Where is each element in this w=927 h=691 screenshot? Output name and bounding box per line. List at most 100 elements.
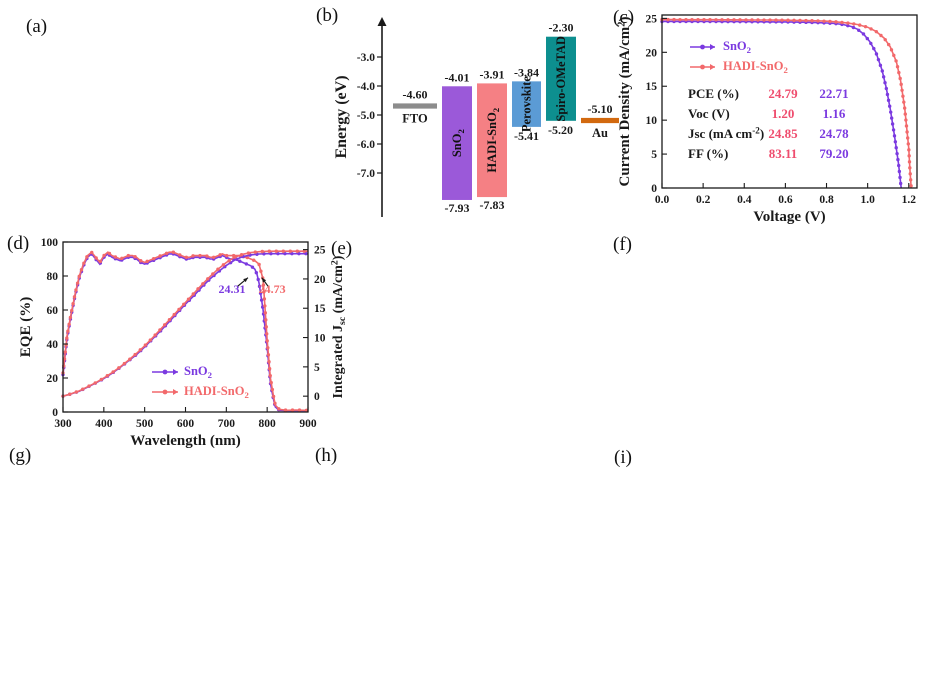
annotation: 24.31 [219, 282, 246, 296]
legend-item-1: HADI-SnO2 [152, 384, 249, 400]
energy-bar-name: Spiro-OMeTAD [554, 36, 568, 122]
y-tick-label: 5 [651, 149, 657, 161]
x-tick-label: 500 [136, 418, 154, 430]
energy-value: -7.93 [445, 201, 470, 215]
y2-tick-label: 25 [314, 245, 326, 257]
y-axis-label: Current Density (mA/cm2) [617, 17, 634, 187]
legend-label: SnO2 [723, 39, 751, 55]
x-tick-label: 900 [299, 418, 317, 430]
panel-a-device-schematic [0, 0, 330, 230]
y-tick-label: 15 [646, 81, 658, 93]
x-tick-label: 300 [54, 418, 72, 430]
table-value: 1.16 [823, 106, 846, 121]
energy-value: -2.30 [549, 21, 574, 35]
panel-label-d: (d) [7, 233, 30, 254]
energy-value: -3.91 [480, 67, 505, 81]
energy-bar-name: Au [592, 126, 608, 140]
x-axis-label: Voltage (V) [753, 209, 825, 225]
y-tick-label: 40 [47, 339, 59, 351]
energy-value: -7.83 [480, 198, 505, 212]
y-tick-label: 20 [646, 47, 658, 59]
plot-frame [661, 14, 918, 189]
y2-tick-label: 20 [314, 274, 326, 286]
y-tick-label: 80 [47, 271, 59, 283]
annotation: 24.73 [259, 282, 286, 296]
energy-value: -5.41 [514, 129, 539, 143]
energy-value: -3.84 [514, 65, 539, 79]
y-tick-label: 100 [41, 237, 59, 249]
series-SnO2 [660, 19, 903, 189]
energy-value: -4.01 [445, 70, 470, 84]
y2-tick-label: 0 [314, 391, 320, 403]
energy-value: -5.20 [548, 123, 573, 137]
x-tick-label: 700 [218, 418, 236, 430]
panel-h-sclc-dark-iv-chart [312, 446, 620, 691]
y-tick-label: 0 [52, 407, 58, 419]
energy-bar-name: FTO [402, 112, 428, 126]
energy-tick-label: -5.0 [357, 110, 375, 122]
x-tick-label: 1.2 [902, 194, 917, 206]
panel-label-c: (c) [613, 7, 635, 28]
table-row-label: Jsc (mA cm-2) [688, 126, 764, 142]
legend-item-0: SnO2 [152, 364, 212, 380]
panel-label-h: (h) [315, 445, 338, 466]
panel-label-i: (i) [614, 447, 632, 468]
panel-label-e: (e) [331, 238, 353, 259]
table-value: 79.20 [819, 146, 848, 161]
y-tick-label: 25 [646, 13, 658, 25]
x-tick-label: 0.0 [655, 194, 670, 206]
energy-axis-label: Energy (eV) [333, 75, 350, 158]
y-tick-label: 60 [47, 305, 59, 317]
x-tick-label: 0.6 [778, 194, 793, 206]
energy-value: -5.10 [588, 102, 613, 116]
x-tick-label: 0.8 [819, 194, 834, 206]
y2-axis-label: Integrated Jsc (mA/cm2) [330, 255, 349, 398]
legend-item-0: SnO2 [690, 39, 751, 55]
table-row-label: Voc (V) [688, 106, 730, 121]
energy-bar-SnO: -4.01 -7.93 SnO2 [442, 70, 472, 215]
y-axis-label: EQE (%) [18, 297, 34, 357]
table-value: 1.20 [772, 106, 795, 121]
legend-label: SnO2 [184, 364, 212, 380]
series-Jsc-HADI [61, 249, 308, 398]
series-HADI-SnO2 [660, 17, 913, 189]
table-value: 22.71 [819, 86, 848, 101]
panel-e-pce-boxplot-chart [328, 232, 620, 458]
y-tick-label: 10 [646, 115, 658, 127]
x-tick-label: 800 [259, 418, 277, 430]
x-tick-label: 0.4 [737, 194, 752, 206]
energy-bar-name: SnO2 [450, 129, 466, 157]
table-value: 24.85 [768, 126, 798, 141]
panel-label-b: (b) [316, 5, 339, 26]
x-tick-label: 600 [177, 418, 195, 430]
legend-item-1: HADI-SnO2 [690, 59, 788, 75]
x-axis-label: Wavelength (nm) [130, 433, 240, 449]
legend-label: HADI-SnO2 [723, 59, 788, 75]
energy-bar-FTO: -4.60 FTO [393, 87, 437, 126]
panel-i-stability-chart [612, 446, 927, 691]
table-value: 24.79 [768, 86, 798, 101]
energy-tick-label: -6.0 [357, 139, 375, 151]
energy-tick-label: -3.0 [357, 52, 375, 64]
table-row-label: PCE (%) [688, 86, 739, 101]
energy-tick-label: -4.0 [357, 81, 375, 93]
table-row-label: FF (%) [688, 146, 728, 161]
panel-g-voc-light-intensity-chart [2, 446, 328, 691]
energy-bar-name: HADI-SnO2 [485, 108, 501, 173]
table-value: 83.11 [769, 146, 798, 161]
panel-label-f: (f) [613, 234, 632, 255]
y2-tick-label: 10 [314, 333, 326, 345]
panel-f-mott-schottky-chart [612, 232, 927, 458]
y-tick-label: 0 [651, 183, 657, 195]
y-tick-label: 20 [47, 373, 59, 385]
x-tick-label: 400 [95, 418, 113, 430]
panel-label-g: (g) [9, 445, 32, 466]
legend-label: HADI-SnO2 [184, 384, 249, 400]
energy-bar-HADISnO: -3.91 -7.83 HADI-SnO2 [477, 67, 507, 212]
panel-d-eqe-spectrum-chart: 300 400 500 600 700 800 900 0 20 40 60 80 100 0 5 10 15 2… [18, 237, 348, 449]
